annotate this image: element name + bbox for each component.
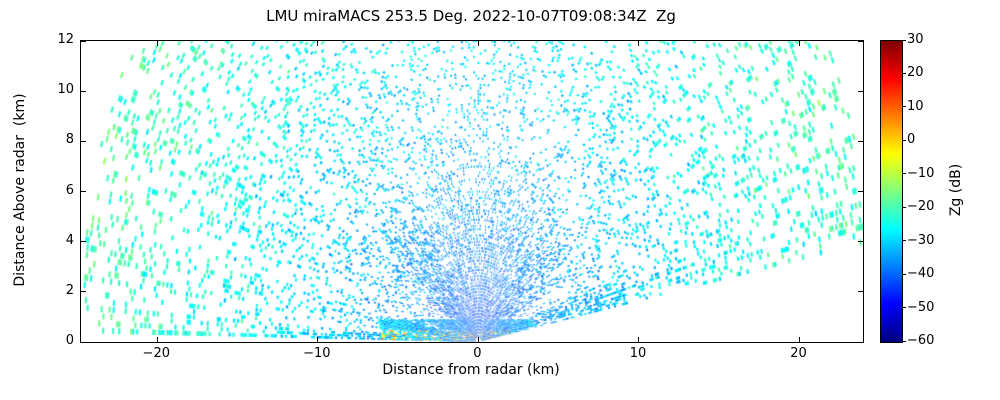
x-tick-mark (317, 337, 319, 342)
x-tick-mark (477, 337, 479, 342)
y-tick-mark-right (858, 90, 863, 92)
x-tick-mark (156, 337, 158, 342)
colorbar-tick-mark (902, 273, 906, 275)
plot-area (80, 40, 864, 343)
x-axis-label: Distance from radar (km) (382, 362, 560, 378)
y-tick-label: 8 (65, 132, 74, 148)
colorbar-tick-label: 0 (907, 132, 916, 148)
y-tick-mark (81, 291, 86, 293)
y-tick-label: 6 (65, 182, 74, 198)
y-tick-mark (81, 40, 86, 42)
y-tick-label: 4 (65, 232, 74, 248)
y-tick-mark (81, 90, 86, 92)
colorbar-tick-label: −40 (907, 266, 935, 282)
colorbar-gradient-canvas (881, 41, 902, 342)
x-tick-label: 20 (790, 346, 807, 361)
y-tick-mark-right (858, 241, 863, 243)
colorbar-tick-mark (902, 206, 906, 208)
y-axis-label: Distance Above radar (km) (12, 93, 28, 287)
y-tick-label: 2 (65, 282, 74, 298)
colorbar-tick-label: −20 (907, 199, 935, 215)
y-tick-mark-right (858, 140, 863, 142)
colorbar-tick-label: −30 (907, 232, 935, 248)
x-tick-mark-top (638, 41, 640, 46)
colorbar-tick-mark (902, 139, 906, 141)
colorbar-label: Zg (dB) (948, 163, 964, 217)
colorbar (880, 40, 903, 343)
colorbar-tick-label: −50 (907, 299, 935, 315)
y-tick-mark-right (858, 191, 863, 192)
colorbar-tick-label: −10 (907, 165, 935, 181)
y-tick-label: 10 (57, 82, 74, 98)
colorbar-tick-mark (902, 173, 906, 175)
x-tick-label: 10 (629, 346, 647, 361)
x-tick-label: −20 (142, 346, 170, 361)
y-tick-mark (81, 191, 86, 192)
radar-echo-canvas (81, 41, 863, 342)
x-tick-mark-top (156, 41, 158, 46)
y-tick-mark (81, 341, 86, 343)
y-tick-mark (81, 140, 86, 142)
y-tick-label: 12 (57, 32, 74, 47)
x-tick-mark-top (799, 41, 801, 46)
y-tick-mark (81, 241, 86, 243)
x-tick-mark (638, 337, 640, 342)
x-tick-mark-top (317, 41, 319, 46)
colorbar-tick-label: 30 (907, 32, 924, 47)
colorbar-tick-mark (902, 39, 906, 41)
colorbar-tick-mark (902, 340, 906, 342)
x-tick-mark (799, 337, 801, 342)
plot-title: LMU miraMACS 253.5 Deg. 2022-10-07T09:08… (266, 7, 676, 25)
y-tick-mark-right (858, 341, 863, 343)
x-tick-label: 0 (473, 346, 482, 361)
y-tick-mark-right (858, 40, 863, 42)
colorbar-tick-mark (902, 106, 906, 108)
colorbar-tick-mark (902, 240, 906, 242)
y-tick-mark-right (858, 291, 863, 293)
colorbar-tick-mark (902, 307, 906, 309)
x-tick-mark-top (477, 41, 479, 46)
colorbar-tick-label: 20 (907, 65, 924, 81)
colorbar-tick-label: −60 (907, 333, 935, 348)
colorbar-tick-mark (902, 72, 906, 74)
y-tick-label: 0 (65, 333, 74, 348)
colorbar-tick-label: 10 (907, 98, 924, 114)
x-tick-label: −10 (303, 346, 331, 361)
